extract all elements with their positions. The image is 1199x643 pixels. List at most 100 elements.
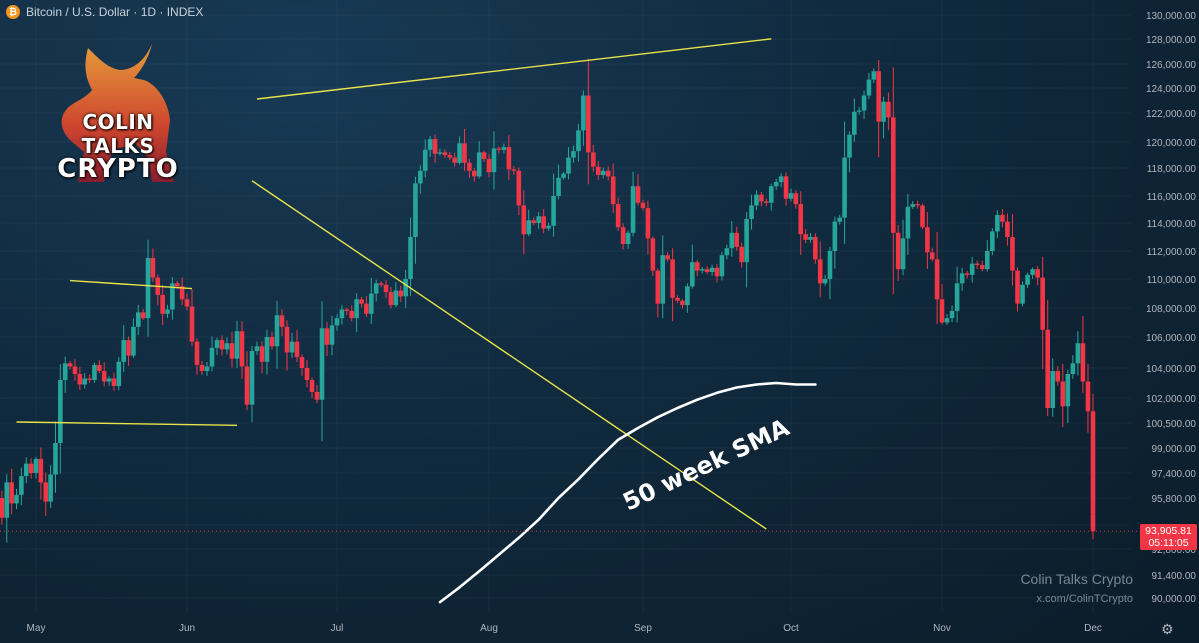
candle-down — [314, 392, 320, 400]
candle-down — [934, 259, 940, 300]
candle-down — [67, 363, 73, 367]
candle-down — [452, 157, 457, 163]
y-tick-label: 114,000.00 — [1147, 219, 1197, 230]
candle-up — [773, 182, 779, 187]
symbol-title[interactable]: Bitcoin / U.S. Dollar · 1D · INDEX — [26, 5, 204, 19]
candle-down — [160, 294, 165, 314]
chart-header: ₿ Bitcoin / U.S. Dollar · 1D · INDEX — [6, 5, 203, 19]
candle-down — [284, 326, 290, 353]
settings-gear-icon[interactable]: ⚙ — [1161, 622, 1174, 638]
candle-up — [630, 186, 636, 233]
candle-up — [135, 312, 141, 327]
candle-up — [319, 328, 325, 400]
candle-up — [990, 231, 995, 251]
candle-down — [239, 331, 245, 367]
candle-up — [699, 269, 705, 271]
candle-up — [959, 273, 965, 284]
candle-up — [289, 341, 295, 353]
trendline — [16, 421, 238, 427]
candle-up — [719, 255, 725, 277]
x-tick-label: Nov — [933, 623, 951, 634]
candle-down — [349, 310, 355, 319]
candle-up — [808, 237, 813, 240]
candle-up — [131, 326, 136, 356]
candle-down — [28, 463, 34, 473]
candle-down — [964, 273, 970, 275]
y-tick-label: 104,000.00 — [1146, 364, 1196, 375]
candle-down — [364, 303, 369, 314]
candle-up — [437, 152, 443, 154]
candle-down — [655, 270, 661, 304]
candle-down — [939, 299, 945, 323]
candle-down — [734, 232, 740, 247]
candle-down — [979, 265, 985, 270]
candle-down — [97, 364, 102, 371]
candle-up — [165, 309, 170, 314]
candle-down — [665, 255, 670, 260]
candle-down — [111, 378, 117, 386]
candle-down — [605, 170, 611, 177]
candle-up — [170, 283, 175, 310]
candle-up — [408, 237, 413, 279]
candle-up — [566, 157, 571, 174]
candle-up — [856, 110, 862, 112]
trendline — [251, 180, 767, 530]
candle-down — [1010, 237, 1015, 271]
candle-up — [995, 214, 1000, 232]
y-tick-label: 91,400.00 — [1152, 571, 1197, 582]
candle-down — [920, 205, 925, 228]
candle-down — [199, 364, 205, 371]
candle-up — [556, 177, 561, 196]
candle-down — [620, 227, 626, 244]
candle-up — [910, 204, 916, 207]
candle-down — [72, 366, 78, 374]
candle-down — [1055, 371, 1061, 382]
candle-down — [817, 259, 823, 284]
candle-up — [985, 251, 990, 270]
candle-down — [650, 238, 656, 271]
candle-up — [778, 176, 784, 182]
candle-up — [339, 309, 345, 319]
candle-down — [398, 290, 404, 297]
candle-down — [299, 357, 305, 368]
y-tick-label: 100,500.00 — [1146, 419, 1196, 430]
candle-up — [33, 458, 39, 473]
watermark-handle: x.com/ColinTCrypto — [1036, 593, 1133, 605]
candle-down — [1085, 381, 1091, 412]
candle-up — [249, 350, 255, 405]
candle-up — [422, 149, 428, 171]
candle-down — [447, 155, 453, 158]
candle-up — [832, 221, 838, 251]
candle-up — [274, 315, 280, 347]
candle-down — [184, 299, 190, 307]
candle-down — [259, 346, 265, 362]
candle-up — [729, 232, 735, 249]
candle-down — [219, 340, 225, 350]
candle-up — [224, 343, 230, 350]
y-tick-label: 124,000.00 — [1146, 84, 1196, 95]
candle-down — [675, 297, 680, 301]
candle-up — [754, 194, 759, 206]
candle-up — [954, 283, 960, 311]
x-tick-label: Aug — [480, 623, 498, 634]
x-tick-label: May — [27, 623, 46, 634]
candle-down — [462, 143, 467, 163]
candle-up — [1050, 371, 1056, 408]
candle-up — [905, 206, 911, 239]
candle-down — [304, 368, 310, 380]
candle-down — [803, 234, 808, 240]
candle-down — [467, 162, 472, 171]
candle-down — [432, 139, 438, 154]
candle-up — [501, 147, 507, 150]
candle-up — [1025, 274, 1030, 285]
candle-down — [521, 205, 527, 235]
candle-down — [189, 306, 195, 342]
candle-down — [1035, 269, 1040, 278]
y-tick-label: 95,800.00 — [1152, 494, 1197, 505]
candle-down — [140, 312, 146, 319]
candle-down — [87, 378, 92, 380]
candle-up — [861, 95, 867, 111]
y-tick-label: 122,000.00 — [1146, 109, 1196, 120]
